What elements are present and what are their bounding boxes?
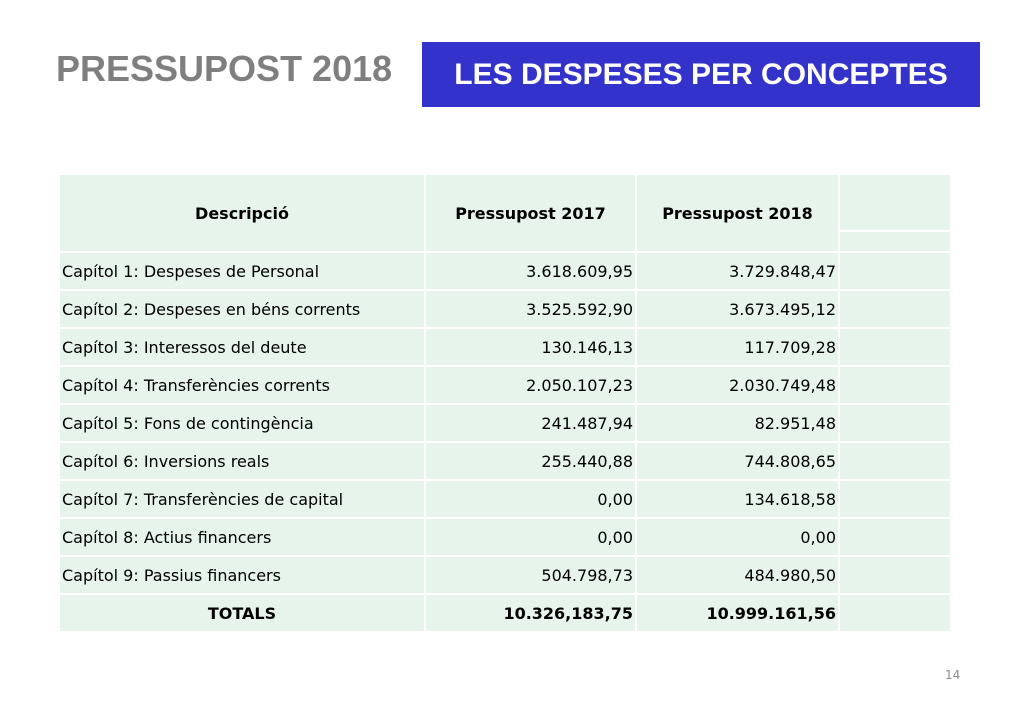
- row-description: Capítol 8: Actius financers: [58, 517, 426, 557]
- row-empty-cell: [838, 251, 952, 291]
- row-budget-2018: 134.618,58: [635, 479, 840, 519]
- row-budget-2017: 504.798,73: [424, 555, 637, 595]
- table-row: Capítol 3: Interessos del deute 130.146,1…: [58, 327, 952, 367]
- row-budget-2018: 484.980,50: [635, 555, 840, 595]
- budget-table: Descripció Pressupost 2017 Pressupost 20…: [58, 173, 952, 633]
- row-description: Capítol 2: Despeses en béns corrents: [58, 289, 426, 329]
- totals-label: TOTALS: [58, 593, 426, 633]
- header-budget-2017: Pressupost 2017: [424, 173, 637, 253]
- row-budget-2017: 255.440,88: [424, 441, 637, 481]
- header-empty-cell: [838, 173, 952, 253]
- section-banner: LES DESPESES PER CONCEPTES: [422, 42, 980, 107]
- table-row: Capítol 2: Despeses en béns corrents 3.52…: [58, 289, 952, 329]
- row-empty-cell: [838, 403, 952, 443]
- table-row: Capítol 1: Despeses de Personal 3.618.609…: [58, 251, 952, 291]
- page-title: PRESSUPOST 2018: [56, 48, 393, 89]
- table-row: Capítol 5: Fons de contingència 241.487,9…: [58, 403, 952, 443]
- row-description: Capítol 1: Despeses de Personal: [58, 251, 426, 291]
- row-description: Capítol 6: Inversions reals: [58, 441, 426, 481]
- totals-budget-2017: 10.326,183,75: [424, 593, 637, 633]
- row-description: Capítol 4: Transferències corrents: [58, 365, 426, 405]
- row-empty-cell: [838, 365, 952, 405]
- row-description: Capítol 9: Passius financers: [58, 555, 426, 595]
- row-description: Capítol 3: Interessos del deute: [58, 327, 426, 367]
- table-row: Capítol 8: Actius financers 0,00 0,00: [58, 517, 952, 557]
- row-empty-cell: [838, 555, 952, 595]
- row-budget-2017: 0,00: [424, 517, 637, 557]
- totals-row: TOTALS 10.326,183,75 10.999.161,56: [58, 593, 952, 633]
- row-description: Capítol 7: Transferències de capital: [58, 479, 426, 519]
- row-budget-2018: 2.030.749,48: [635, 365, 840, 405]
- table-row: Capítol 7: Transferències de capital 0,00…: [58, 479, 952, 519]
- row-empty-cell: [838, 327, 952, 367]
- row-budget-2018: 744.808,65: [635, 441, 840, 481]
- table-row: Capítol 6: Inversions reals 255.440,88 744…: [58, 441, 952, 481]
- row-budget-2017: 130.146,13: [424, 327, 637, 367]
- row-description: Capítol 5: Fons de contingència: [58, 403, 426, 443]
- header-description: Descripció: [58, 173, 426, 253]
- row-budget-2018: 82.951,48: [635, 403, 840, 443]
- row-budget-2018: 3.673.495,12: [635, 289, 840, 329]
- table-row: Capítol 9: Passius financers 504.798,73 48…: [58, 555, 952, 595]
- header-budget-2018: Pressupost 2018: [635, 173, 840, 253]
- totals-budget-2018: 10.999.161,56: [635, 593, 840, 633]
- row-budget-2017: 241.487,94: [424, 403, 637, 443]
- row-budget-2017: 3.618.609,95: [424, 251, 637, 291]
- table-row: Capítol 4: Transferències corrents 2.050.…: [58, 365, 952, 405]
- row-empty-cell: [838, 441, 952, 481]
- row-budget-2018: 117.709,28: [635, 327, 840, 367]
- table-header-row: Descripció Pressupost 2017 Pressupost 20…: [58, 173, 952, 253]
- page-number: 14: [945, 668, 961, 682]
- row-empty-cell: [838, 517, 952, 557]
- row-budget-2017: 2.050.107,23: [424, 365, 637, 405]
- row-budget-2018: 3.729.848,47: [635, 251, 840, 291]
- row-empty-cell: [838, 289, 952, 329]
- row-empty-cell: [838, 479, 952, 519]
- header-empty-split: [840, 194, 950, 232]
- row-budget-2018: 0,00: [635, 517, 840, 557]
- section-title: LES DESPESES PER CONCEPTES: [454, 57, 948, 91]
- row-budget-2017: 0,00: [424, 479, 637, 519]
- totals-empty-cell: [838, 593, 952, 633]
- table-body: Capítol 1: Despeses de Personal 3.618.609…: [58, 251, 952, 633]
- row-budget-2017: 3.525.592,90: [424, 289, 637, 329]
